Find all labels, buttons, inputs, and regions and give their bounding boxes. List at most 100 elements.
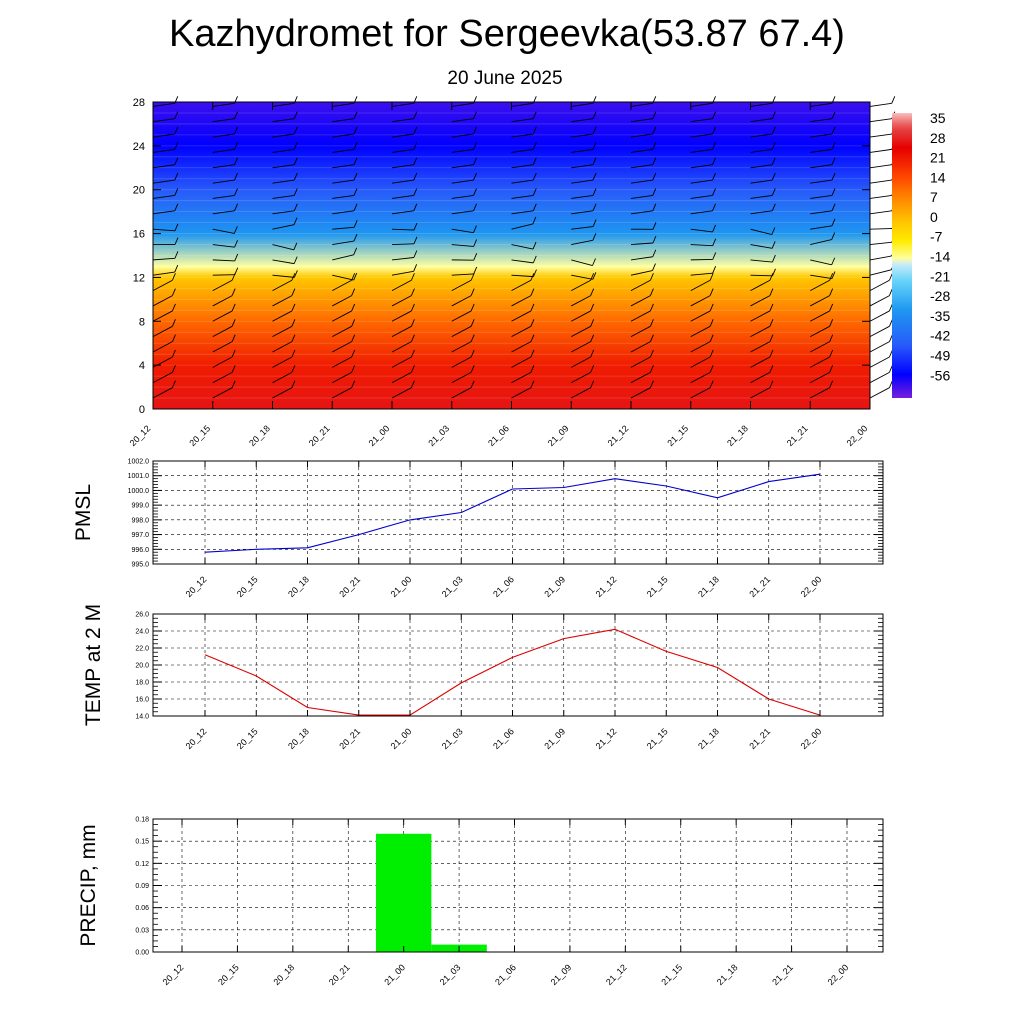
colorbar-label: -56 [930, 367, 950, 383]
wind-barb-shaft [810, 295, 830, 307]
wind-barb-flag [769, 349, 774, 358]
wind-barb [272, 365, 296, 384]
wind-barb-flag [473, 111, 477, 119]
wind-barb-flag [470, 349, 475, 358]
x-tick-label: 21_21 [785, 423, 810, 448]
wind-barb-flag [293, 217, 298, 225]
wind-barb-flag [592, 111, 597, 119]
wind-barb [212, 288, 236, 307]
wind-barb [332, 365, 356, 384]
wind-barb [511, 126, 537, 138]
wind-barb [391, 380, 415, 399]
wind-barb-shaft [451, 244, 474, 247]
wind-barb-flag [771, 241, 776, 249]
wind-barb-flag [532, 126, 537, 135]
wind-barb [750, 241, 776, 249]
wind-barb-flag [470, 319, 475, 327]
wind-barb-flag [530, 319, 535, 327]
wind-barb-shaft [272, 341, 293, 353]
wind-barb [869, 319, 893, 338]
wind-barb-shaft [451, 194, 474, 199]
wind-barb-shaft [332, 325, 352, 338]
wind-barb [332, 203, 358, 215]
wind-barb-flag [771, 142, 776, 150]
wind-barb-flag [351, 380, 356, 388]
y-tick-label: 28 [133, 97, 145, 109]
wind-barb-shaft [212, 325, 233, 338]
wind-barb [332, 188, 358, 199]
wind-barb [630, 172, 657, 184]
wind-barb-flag [411, 303, 415, 312]
y-tick-label: 0.15 [135, 839, 149, 846]
wind-barb [630, 142, 657, 153]
wind-barb [750, 126, 776, 138]
y-tick-label: 0.18 [135, 817, 149, 824]
wind-barb [391, 236, 418, 245]
wind-barb-flag [293, 157, 298, 165]
wind-barb-flag [652, 111, 657, 119]
wind-barb [272, 380, 296, 399]
wind-barb [332, 288, 356, 307]
wind-barb-shaft [511, 118, 534, 123]
wind-barb-flag [413, 111, 418, 119]
wind-barb-flag [709, 288, 714, 296]
wind-barb [810, 273, 834, 291]
wind-barb-shaft [869, 179, 892, 184]
wind-barb-flag [831, 157, 836, 165]
x-tick-label: 22_00 [845, 423, 870, 448]
wind-barb [869, 111, 896, 123]
wind-barb-flag [231, 349, 236, 358]
wind-barb [272, 256, 298, 265]
wind-barb-shaft [391, 279, 412, 291]
wind-barb [153, 237, 179, 245]
wind-barb-flag [291, 349, 296, 358]
x-tick-label: 21_12 [606, 423, 631, 448]
wind-barb [272, 188, 298, 199]
wind-barb-flag [592, 272, 597, 280]
wind-barb-shaft [451, 102, 474, 107]
wind-barb-shaft [332, 279, 352, 291]
wind-barb-flag [771, 126, 776, 135]
wind-barb-shaft [690, 210, 713, 215]
wind-barb-shaft [391, 164, 414, 169]
wind-barb [152, 264, 179, 276]
wind-barb-shaft [332, 118, 355, 123]
wind-barb-flag [831, 142, 836, 150]
wind-barb-shaft [690, 387, 711, 399]
wind-barb-shaft [272, 325, 293, 338]
wind-barb [272, 111, 298, 123]
wind-barb [212, 319, 236, 338]
wind-barb-shaft [511, 102, 534, 107]
wind-barb-flag [831, 188, 836, 196]
wind-barb-shaft [571, 274, 593, 280]
wind-barb-shaft [212, 387, 233, 399]
wind-barb-shaft [630, 279, 651, 291]
wind-barb [690, 224, 716, 233]
wind-barb-shaft [391, 102, 414, 107]
wind-barb-flag [353, 172, 358, 181]
wind-barb-flag [712, 265, 717, 274]
wind-barb-shaft [810, 310, 830, 322]
wind-barb-flag [712, 188, 716, 196]
wind-barb-flag [532, 241, 537, 250]
wind-barb [869, 273, 893, 291]
wind-barb [451, 303, 475, 322]
wind-barb-shaft [212, 244, 235, 248]
wind-barb-flag [709, 380, 714, 388]
wind-barb-shaft [272, 118, 295, 123]
wind-barb-shaft [571, 164, 594, 169]
x-tick-label: 21_06 [493, 962, 518, 987]
wind-barb-flag [650, 380, 654, 388]
wind-barb-flag [351, 349, 356, 358]
wind-barb-flag [592, 219, 597, 227]
wind-barb-shaft [511, 194, 534, 199]
wind-barb [571, 188, 597, 199]
wind-barb-flag [172, 380, 176, 388]
wind-barb-shaft [630, 179, 653, 184]
wind-barb-shaft [571, 325, 591, 338]
y-axis-label: TEMP at 2 M [82, 604, 105, 726]
wind-barb-shaft [511, 164, 534, 169]
wind-barb [810, 111, 836, 123]
wind-barb-shaft [332, 102, 355, 107]
wind-barb-shaft [391, 228, 415, 231]
